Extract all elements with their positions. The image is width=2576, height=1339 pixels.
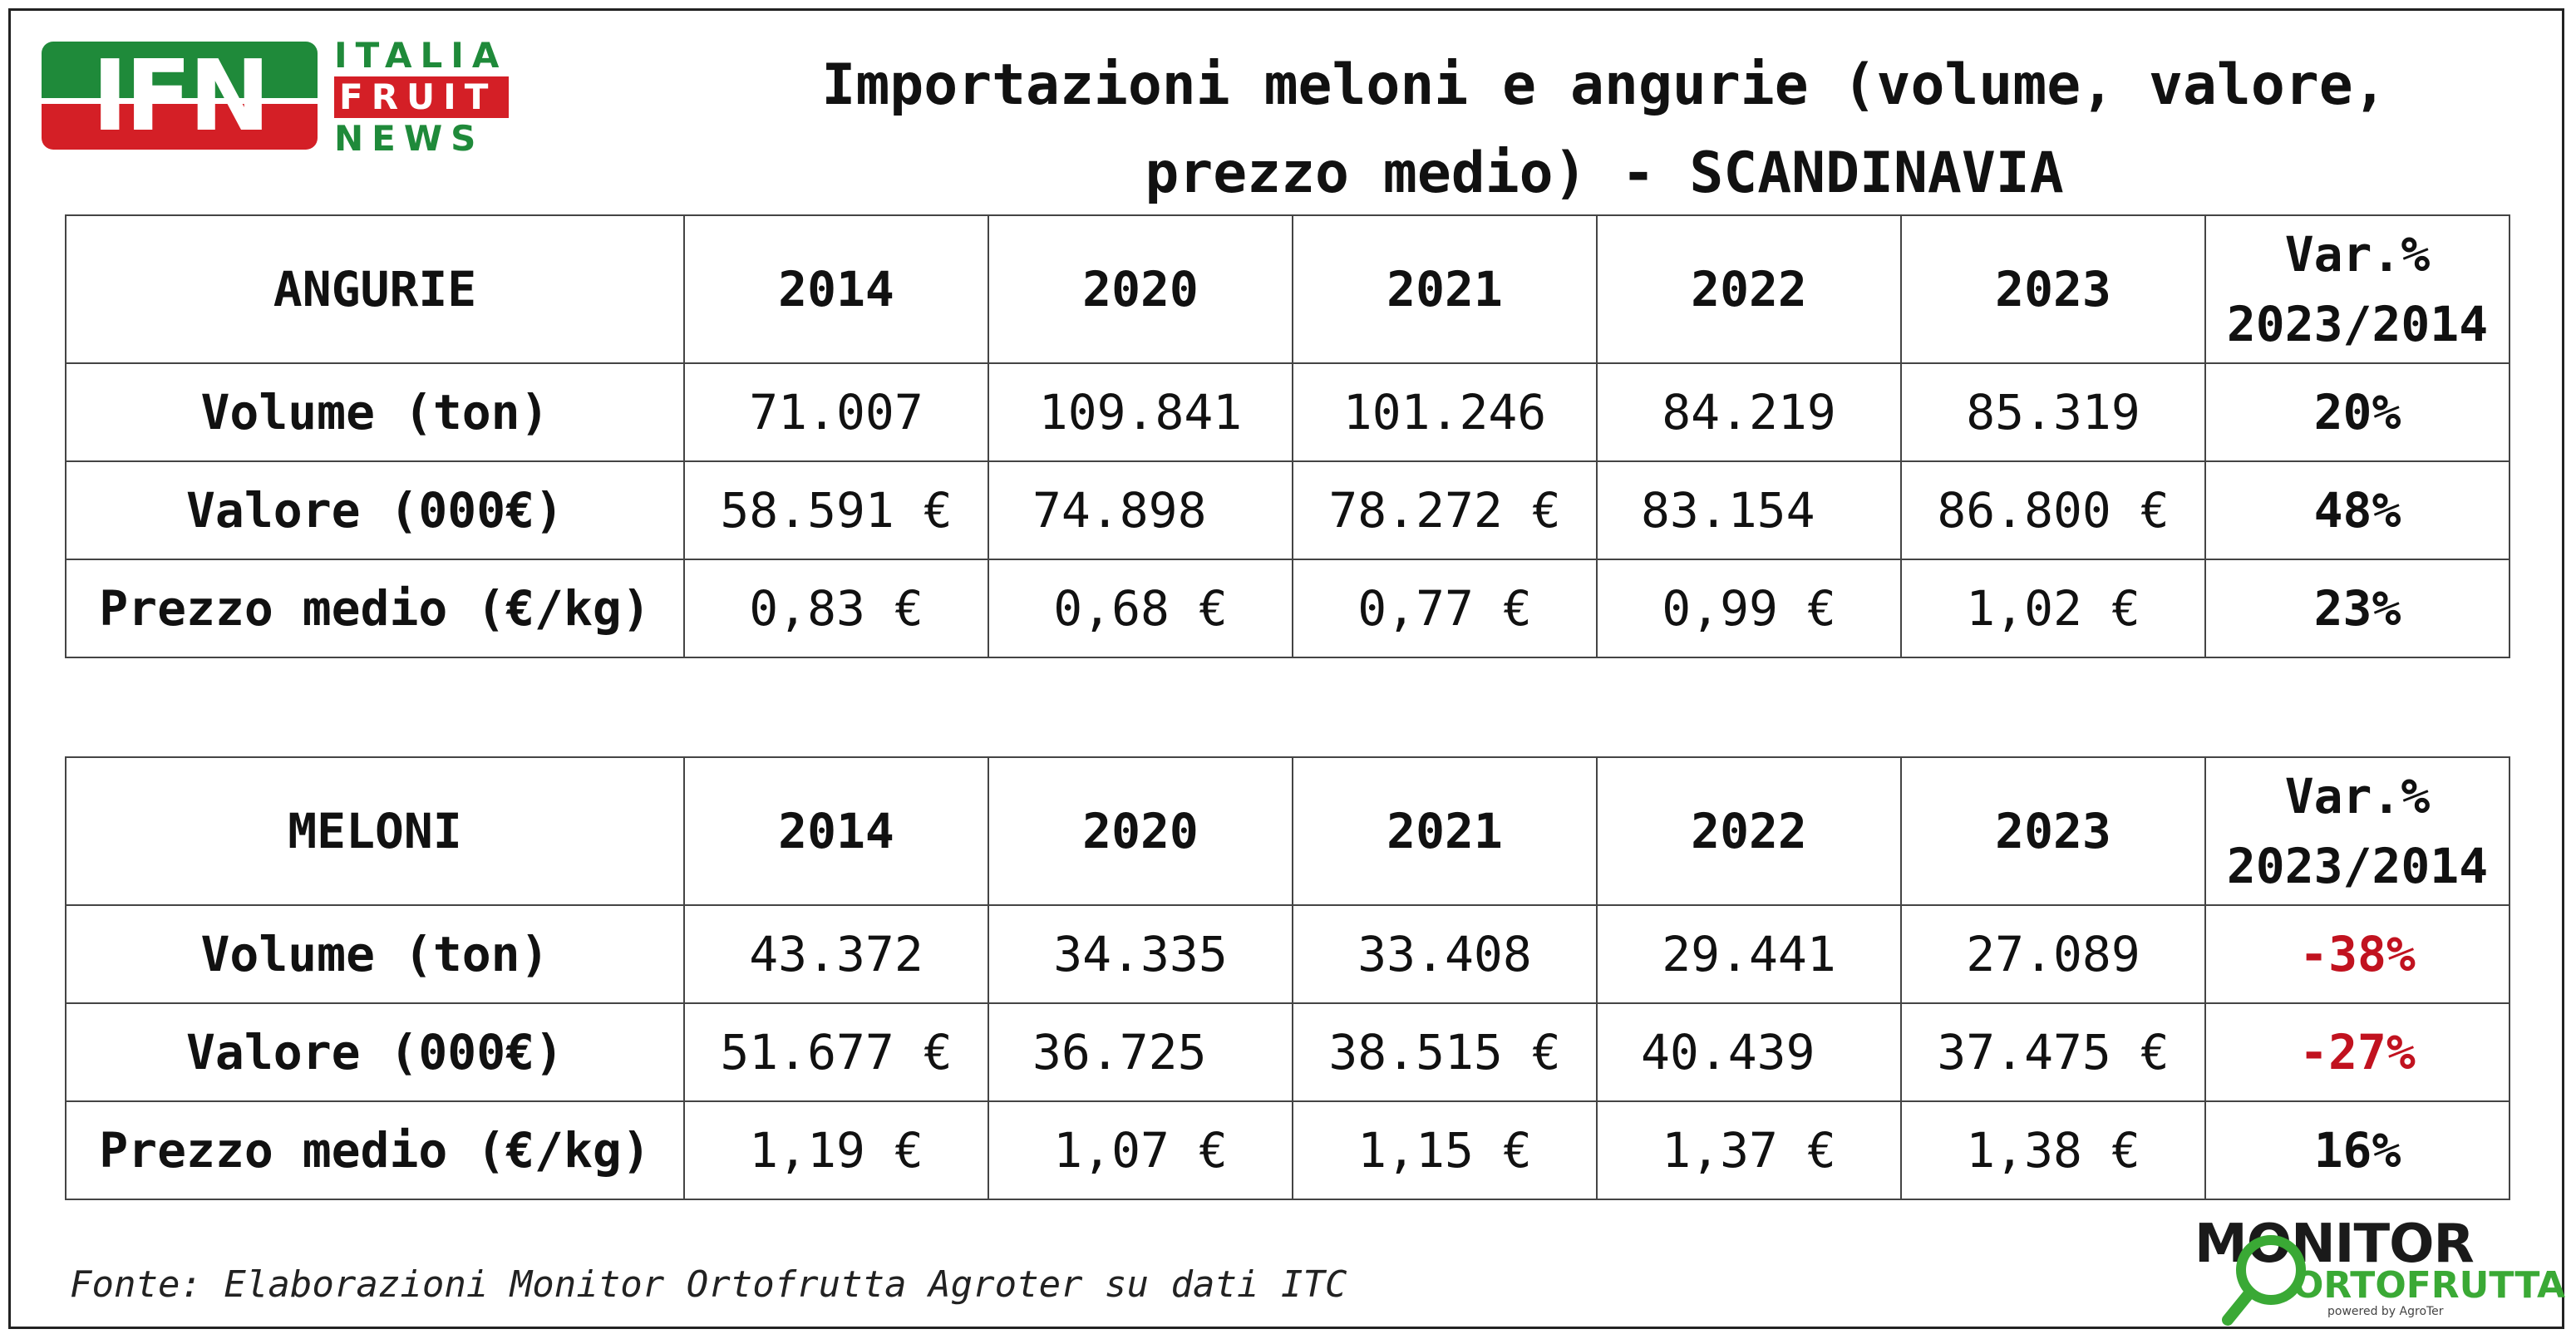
- value-cell: 78.272 €: [1292, 460, 1598, 560]
- year-header-cell: 2023: [1900, 756, 2206, 906]
- row-label: Prezzo medio (€/kg): [65, 559, 685, 658]
- table-row: Prezzo medio (€/kg) 1,19 € 1,07 € 1,15 €…: [65, 1100, 2510, 1200]
- year-header-cell: 2022: [1596, 214, 1902, 364]
- source-note: Fonte: Elaborazioni Monitor Ortofrutta A…: [70, 1263, 1347, 1306]
- value-cell: 86.800 €: [1900, 460, 2206, 560]
- year-header-cell: 2014: [683, 756, 989, 906]
- variation-cell: 48%: [2204, 460, 2510, 560]
- value-cell: 29.441: [1596, 904, 1902, 1004]
- value-cell: 71.007: [683, 362, 989, 462]
- table-row: Valore (000€) 51.677 € 36.725 38.515 € 4…: [65, 1002, 2510, 1102]
- value-cell: 85.319: [1900, 362, 2206, 462]
- year-header-cell: 2021: [1292, 756, 1598, 906]
- row-label: Valore (000€): [65, 460, 685, 560]
- monitor-ortofrutta-logo: MONITOR ORTOFRUTTA powered by AgroTer: [2194, 1215, 2565, 1326]
- value-cell: 74.898: [988, 460, 1293, 560]
- italia-fruit-news-logo: IFN ITALIA FRUIT NEWS: [42, 35, 509, 160]
- variation-header-cell: Var.% 2023/2014: [2204, 756, 2510, 906]
- value-cell: 37.475 €: [1900, 1002, 2206, 1102]
- year-header-cell: 2021: [1292, 214, 1598, 364]
- angurie-table: ANGURIE 2014 2020 2021 2022 2023 Var.% 2…: [65, 214, 2510, 658]
- table-title-cell: ANGURIE: [65, 214, 685, 364]
- ifn-logo-word-italia: ITALIA: [334, 35, 508, 76]
- value-cell: 27.089: [1900, 904, 2206, 1004]
- powered-by-text: powered by AgroTer: [2327, 1305, 2444, 1318]
- page-frame: [8, 8, 2564, 1329]
- table-header-row: ANGURIE 2014 2020 2021 2022 2023 Var.% 2…: [65, 214, 2510, 364]
- year-header-cell: 2022: [1596, 756, 1902, 906]
- meloni-table: MELONI 2014 2020 2021 2022 2023 Var.% 20…: [65, 756, 2510, 1200]
- table-row: Valore (000€) 58.591 € 74.898 78.272 € 8…: [65, 460, 2510, 560]
- table-row: Volume (ton) 43.372 34.335 33.408 29.441…: [65, 904, 2510, 1004]
- ifn-logo-mark: IFN: [42, 42, 318, 150]
- value-cell: 1,15 €: [1292, 1100, 1598, 1200]
- year-header-cell: 2020: [988, 214, 1293, 364]
- value-cell: 101.246: [1292, 362, 1598, 462]
- table-row: Prezzo medio (€/kg) 0,83 € 0,68 € 0,77 €…: [65, 559, 2510, 658]
- variation-cell-negative: -38%: [2204, 904, 2510, 1004]
- variation-cell: 16%: [2204, 1100, 2510, 1200]
- value-cell: 84.219: [1596, 362, 1902, 462]
- value-cell: 1,07 €: [988, 1100, 1293, 1200]
- value-cell: 0,77 €: [1292, 559, 1598, 658]
- magnifier-icon: [2222, 1235, 2306, 1326]
- year-header-cell: 2023: [1900, 214, 2206, 364]
- value-cell: 33.408: [1292, 904, 1598, 1004]
- value-cell: 0,99 €: [1596, 559, 1902, 658]
- value-cell: 1,19 €: [683, 1100, 989, 1200]
- page-title-line-2: prezzo medio) - SCANDINAVIA: [1145, 140, 2064, 206]
- row-label: Prezzo medio (€/kg): [65, 1100, 685, 1200]
- variation-header-cell: Var.% 2023/2014: [2204, 214, 2510, 364]
- value-cell: 34.335: [988, 904, 1293, 1004]
- value-cell: 36.725: [988, 1002, 1293, 1102]
- table-title-cell: MELONI: [65, 756, 685, 906]
- ifn-logo-word-fruit: FRUIT: [334, 76, 509, 118]
- value-cell: 1,02 €: [1900, 559, 2206, 658]
- table-header-row: MELONI 2014 2020 2021 2022 2023 Var.% 20…: [65, 756, 2510, 906]
- year-header-cell: 2014: [683, 214, 989, 364]
- value-cell: 38.515 €: [1292, 1002, 1598, 1102]
- variation-cell: 23%: [2204, 559, 2510, 658]
- value-cell: 1,37 €: [1596, 1100, 1902, 1200]
- variation-cell: 20%: [2204, 362, 2510, 462]
- value-cell: 51.677 €: [683, 1002, 989, 1102]
- value-cell: 58.591 €: [683, 460, 989, 560]
- table-row: Volume (ton) 71.007 109.841 101.246 84.2…: [65, 362, 2510, 462]
- row-label: Valore (000€): [65, 1002, 685, 1102]
- row-label: Volume (ton): [65, 362, 685, 462]
- value-cell: 1,38 €: [1900, 1100, 2206, 1200]
- page-title: Importazioni meloni e angurie (volume, v…: [682, 42, 2527, 218]
- value-cell: 83.154: [1596, 460, 1902, 560]
- variation-header-line-1: Var.%: [2284, 768, 2431, 825]
- value-cell: 0,83 €: [683, 559, 989, 658]
- value-cell: 40.439: [1596, 1002, 1902, 1102]
- ifn-logo-words: ITALIA FRUIT NEWS: [334, 35, 509, 160]
- year-header-cell: 2020: [988, 756, 1293, 906]
- value-cell: 109.841: [988, 362, 1293, 462]
- ifn-logo-letters: IFN: [91, 42, 270, 150]
- ortofrutta-logo-word: ORTOFRUTTA: [2293, 1264, 2566, 1307]
- variation-header-line-1: Var.%: [2284, 226, 2431, 283]
- ifn-logo-word-news: NEWS: [334, 118, 485, 159]
- row-label: Volume (ton): [65, 904, 685, 1004]
- variation-header-line-2: 2023/2014: [2226, 296, 2489, 352]
- variation-cell-negative: -27%: [2204, 1002, 2510, 1102]
- page-title-line-1: Importazioni meloni e angurie (volume, v…: [821, 52, 2387, 118]
- value-cell: 0,68 €: [988, 559, 1293, 658]
- variation-header-line-2: 2023/2014: [2226, 838, 2489, 894]
- value-cell: 43.372: [683, 904, 989, 1004]
